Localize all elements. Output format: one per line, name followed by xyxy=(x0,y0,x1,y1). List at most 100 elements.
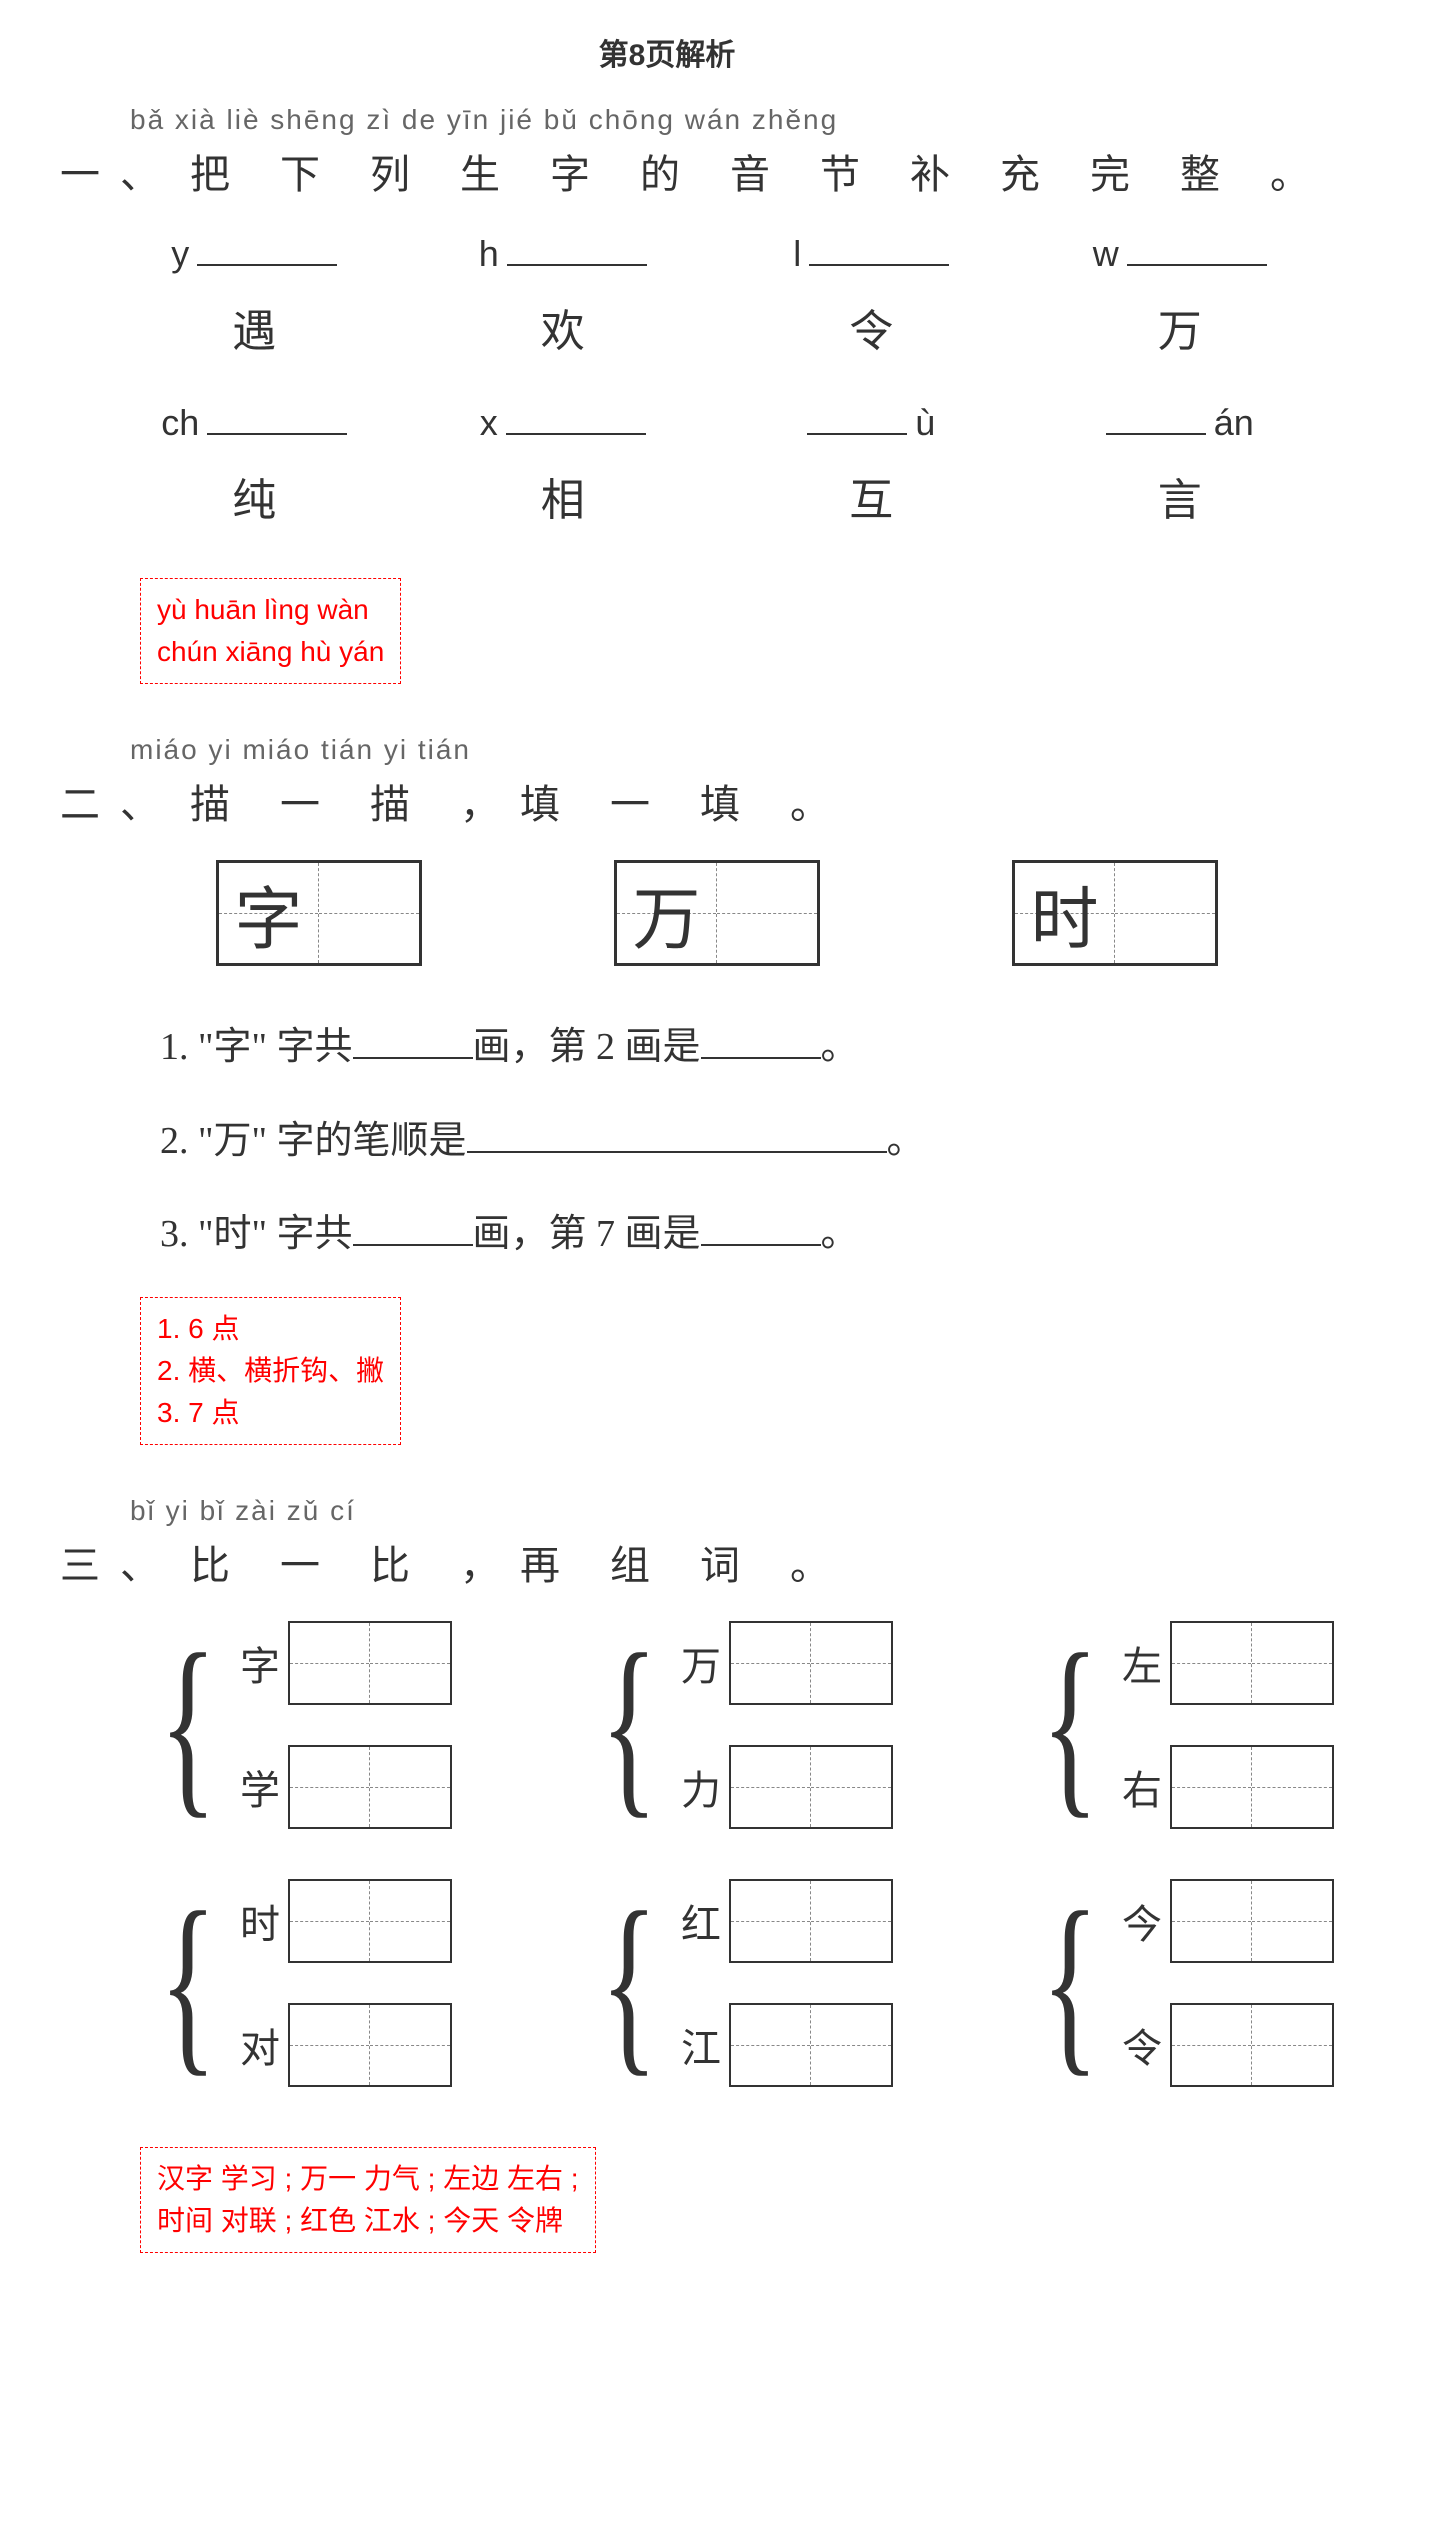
pinyin-blank[interactable] xyxy=(1127,230,1267,266)
page-title: 第8页解析 xyxy=(0,30,1374,74)
pinyin-blank[interactable] xyxy=(207,399,347,435)
word-write-grid[interactable] xyxy=(729,1879,893,1963)
compare-pair: {左右 xyxy=(1022,1621,1334,1829)
pinyin-blank[interactable] xyxy=(807,399,907,435)
grid-cell[interactable] xyxy=(1172,2005,1252,2085)
brace-icon: { xyxy=(159,1625,217,1825)
answer-line: 汉字 学习 ; 万一 力气 ; 左边 左右 ; xyxy=(157,2158,579,2200)
pinyin-fill-item: x相 xyxy=(453,399,673,528)
compare-pair: {万力 xyxy=(581,1621,893,1829)
grid-cell[interactable] xyxy=(1172,1881,1252,1961)
word-write-grid[interactable] xyxy=(1170,1879,1334,1963)
grid-cell[interactable] xyxy=(731,1881,811,1961)
grid-cell[interactable] xyxy=(290,1881,370,1961)
grid-cell[interactable] xyxy=(370,1623,450,1703)
grid-cell[interactable] xyxy=(1252,1747,1332,1827)
question-blank[interactable] xyxy=(353,1212,473,1246)
pair-item: 字 xyxy=(240,1621,452,1705)
word-write-grid[interactable] xyxy=(288,1621,452,1705)
pinyin-char: 言 xyxy=(1158,464,1202,528)
question-number: 2. xyxy=(160,1120,198,1162)
question-text: "万" 字的笔顺是 xyxy=(198,1120,467,1162)
pinyin-blank[interactable] xyxy=(1106,399,1206,435)
pinyin-fill-item: w万 xyxy=(1070,230,1290,359)
stroke-question: 3. "时" 字共画，第 7 画是。 xyxy=(160,1193,1374,1277)
grid-cell[interactable] xyxy=(290,1747,370,1827)
question-text: 。 xyxy=(887,1120,925,1162)
question-text: "时" 字共 xyxy=(198,1213,353,1255)
question-blank[interactable] xyxy=(701,1025,821,1059)
pinyin-char: 相 xyxy=(541,464,585,528)
pinyin-blank[interactable] xyxy=(809,230,949,266)
word-write-grid[interactable] xyxy=(1170,2003,1334,2087)
section-3: bǐ yi bǐ zài zǔ cí 三、 比 一 比 ，再 组 词 。 {字学… xyxy=(60,1495,1374,2283)
word-write-grid[interactable] xyxy=(729,1745,893,1829)
grid-cell[interactable] xyxy=(1115,863,1215,963)
grid-cell[interactable] xyxy=(731,1747,811,1827)
grid-cell[interactable] xyxy=(811,2005,891,2085)
pinyin-blank[interactable] xyxy=(197,230,337,266)
grid-cell[interactable] xyxy=(290,1623,370,1703)
pair-item: 红 xyxy=(681,1879,893,1963)
stroke-question: 2. "万" 字的笔顺是 。 xyxy=(160,1100,1374,1184)
compare-pair: {时对 xyxy=(140,1879,452,2087)
question-text: 画，第 2 画是 xyxy=(473,1026,701,1068)
pinyin-fill-item: l令 xyxy=(761,230,981,359)
pair-item: 江 xyxy=(681,2003,893,2087)
question-text: 。 xyxy=(821,1213,859,1255)
question-text: 。 xyxy=(821,1026,859,1068)
pinyin-fill-item: án言 xyxy=(1070,399,1290,528)
grid-cell[interactable] xyxy=(370,2005,450,2085)
pinyin-fill-item: ch纯 xyxy=(144,399,364,528)
grid-cell[interactable] xyxy=(1172,1747,1252,1827)
pinyin-prefix: y xyxy=(171,233,189,275)
grid-cell[interactable] xyxy=(319,863,419,963)
pair-item: 左 xyxy=(1122,1621,1334,1705)
grid-cell[interactable] xyxy=(1252,1881,1332,1961)
word-write-grid[interactable] xyxy=(288,1879,452,1963)
section-3-num: 三、 xyxy=(60,1533,180,1591)
word-write-grid[interactable] xyxy=(729,1621,893,1705)
section-3-pinyin: bǐ yi bǐ zài zǔ cí xyxy=(60,1495,1374,1527)
pinyin-blank[interactable] xyxy=(506,399,646,435)
word-write-grid[interactable] xyxy=(1170,1621,1334,1705)
character-practice-grid: 时 xyxy=(1012,860,1218,966)
section-1-hanzi: 把 下 列 生 字 的 音 节 补 充 完 整 。 xyxy=(190,142,1330,200)
pinyin-prefix: ch xyxy=(161,402,199,444)
grid-cell[interactable] xyxy=(290,2005,370,2085)
grid-cell[interactable] xyxy=(370,1881,450,1961)
word-write-grid[interactable] xyxy=(288,2003,452,2087)
grid-cell[interactable] xyxy=(731,1623,811,1703)
pinyin-prefix: w xyxy=(1093,233,1119,275)
word-write-grid[interactable] xyxy=(288,1745,452,1829)
pinyin-blank[interactable] xyxy=(507,230,647,266)
answer-line: 时间 对联 ; 红色 江水 ; 今天 令牌 xyxy=(157,2200,579,2242)
answer-line: chún xiāng hù yán xyxy=(157,631,384,673)
grid-cell[interactable] xyxy=(370,1747,450,1827)
grid-cell[interactable] xyxy=(811,1623,891,1703)
pair-item: 万 xyxy=(681,1621,893,1705)
grid-cell[interactable] xyxy=(1252,1623,1332,1703)
pair-char: 江 xyxy=(681,2016,721,2074)
question-blank[interactable] xyxy=(467,1119,887,1153)
section-1-pinyin: bǎ xià liè shēng zì de yīn jié bǔ chōng … xyxy=(60,104,1374,136)
word-write-grid[interactable] xyxy=(729,2003,893,2087)
compare-pair: {今令 xyxy=(1022,1879,1334,2087)
grid-cell[interactable] xyxy=(731,2005,811,2085)
section-2: miáo yi miáo tián yi tián 二、 描 一 描 ，填 一 … xyxy=(60,734,1374,1475)
answer-line: yù huān lìng wàn xyxy=(157,589,384,631)
grid-cell[interactable] xyxy=(1172,1623,1252,1703)
grid-cell[interactable] xyxy=(811,1747,891,1827)
grid-cell[interactable] xyxy=(717,863,817,963)
question-blank[interactable] xyxy=(353,1025,473,1059)
section-1-answer: yù huān lìng wànchún xiāng hù yán xyxy=(140,578,401,684)
question-blank[interactable] xyxy=(701,1212,821,1246)
grid-cell: 万 xyxy=(617,863,717,963)
pinyin-char: 万 xyxy=(1158,295,1202,359)
section-2-num: 二、 xyxy=(60,772,180,830)
brace-icon: { xyxy=(159,1883,217,2083)
grid-cell[interactable] xyxy=(1252,2005,1332,2085)
word-write-grid[interactable] xyxy=(1170,1745,1334,1829)
pair-char: 学 xyxy=(240,1758,280,1816)
grid-cell[interactable] xyxy=(811,1881,891,1961)
